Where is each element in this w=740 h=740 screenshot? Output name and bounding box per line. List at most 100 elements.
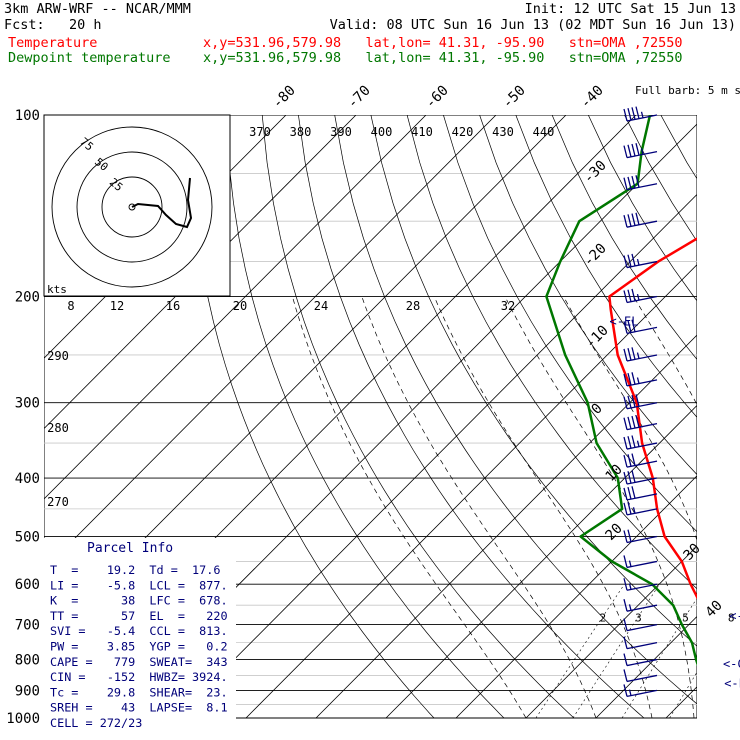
mixing-ratio-line bbox=[572, 584, 660, 719]
isotherm-row-label: 8 bbox=[67, 299, 74, 313]
wind-barb bbox=[623, 599, 658, 612]
hodograph-trace bbox=[131, 177, 193, 229]
isotherm-label: -50 bbox=[500, 83, 529, 112]
isotherm-label: -70 bbox=[345, 83, 374, 112]
moist-adiabat bbox=[361, 296, 597, 719]
wind-barb bbox=[623, 175, 658, 191]
temperature-legend: Temperature bbox=[8, 35, 98, 51]
dry-adiabat bbox=[334, 115, 697, 705]
wind-barb bbox=[623, 453, 658, 468]
dry-adiabat bbox=[515, 115, 697, 418]
parcel-info-panel: Parcel Info T = 19.2 Td = 17.6LI = -5.8 L… bbox=[44, 538, 236, 730]
mixing-ratio-line bbox=[669, 671, 697, 719]
dry-adiabat bbox=[551, 115, 697, 361]
isotherm-row-label: 28 bbox=[406, 299, 420, 313]
isotherm bbox=[175, 193, 697, 719]
dry-adiabat bbox=[370, 115, 697, 647]
isotherm-label: 20 bbox=[603, 521, 626, 544]
valid-time: Valid: 08 UTC Sun 16 Jun 13 (02 MDT Sun … bbox=[329, 17, 736, 33]
dry-adiabat bbox=[696, 115, 697, 116]
isotherm-row-label: 24 bbox=[314, 299, 328, 313]
dry-adiabat bbox=[225, 115, 505, 719]
isotherm-row-label: 20 bbox=[233, 299, 247, 313]
wind-barb bbox=[623, 669, 658, 683]
isotherm bbox=[455, 475, 697, 719]
dry-adiabat bbox=[733, 115, 740, 718]
pressure-label: 100 bbox=[15, 108, 40, 124]
dry-adiabat bbox=[660, 115, 697, 180]
isotherm bbox=[315, 334, 697, 719]
isotherm-label: -20 bbox=[581, 241, 610, 270]
wind-barb bbox=[623, 106, 658, 122]
wind-barb-scale: Full barb: 5 m s⁻¹ bbox=[635, 84, 740, 97]
mixing-ratio-label: 5 bbox=[682, 612, 689, 625]
parcel-info-title: Parcel Info bbox=[87, 541, 173, 556]
wind-barb bbox=[623, 143, 658, 159]
hodograph-ring bbox=[101, 176, 163, 238]
isotherm bbox=[525, 545, 697, 719]
pressure-label: 500 bbox=[15, 529, 40, 545]
parcel-info-row: PW = 3.85 YGP = 0.2 bbox=[50, 640, 228, 654]
isotherm bbox=[385, 404, 697, 719]
theta-label: 370 bbox=[249, 125, 271, 139]
pressure-label: 300 bbox=[15, 396, 40, 412]
theta-label: 400 bbox=[371, 125, 393, 139]
isotherm-label: 30 bbox=[681, 541, 704, 564]
hodograph-ring bbox=[51, 126, 213, 288]
moist-adiabat bbox=[716, 297, 740, 719]
dewpoint-trace bbox=[545, 115, 697, 667]
theta-label: 280 bbox=[47, 421, 69, 435]
temperature-location: x,y=531.96,579.98 lat,lon= 41.31, -95.90… bbox=[203, 35, 683, 51]
mixing-ratio-label: 2 bbox=[599, 612, 606, 625]
theta-label: 380 bbox=[290, 125, 312, 139]
moist-adiabat bbox=[433, 296, 653, 719]
isotherm bbox=[245, 264, 697, 719]
isotherm-row-label: 12 bbox=[110, 299, 124, 313]
parcel-info-row: CAPE = 779 SWEAT= 343 bbox=[50, 655, 228, 669]
pressure-label: 900 bbox=[15, 683, 40, 699]
isotherm bbox=[44, 115, 357, 430]
parcel-info-row: Tc = 29.8 SHEAR= 23. bbox=[50, 685, 228, 699]
wind-barb bbox=[623, 470, 658, 485]
wind-barb bbox=[623, 212, 658, 228]
hodograph-unit: kts bbox=[47, 283, 67, 296]
dry-adiabat bbox=[406, 115, 697, 590]
isotherm-row-label: 16 bbox=[166, 299, 180, 313]
theta-label: 270 bbox=[47, 495, 69, 509]
dry-adiabat bbox=[587, 115, 697, 302]
parcel-info-row: TT = 57 EL = 220 bbox=[50, 609, 228, 623]
dry-adiabat bbox=[189, 115, 435, 719]
temperature-trace bbox=[608, 237, 697, 600]
wind-barb bbox=[623, 372, 658, 387]
theta-label: 410 bbox=[411, 125, 433, 139]
wind-barb bbox=[623, 319, 658, 335]
parcel-info-row: K = 38 LFC = 678. bbox=[50, 594, 228, 608]
isotherm bbox=[665, 686, 697, 719]
parcel-info-row: SVI = -5.4 CCL = 813. bbox=[50, 624, 228, 638]
isotherm bbox=[44, 115, 427, 500]
dry-adiabat bbox=[298, 115, 645, 719]
wind-barb bbox=[623, 618, 658, 632]
hodograph-ring-label: 50 bbox=[92, 155, 111, 173]
forecast-hour: Fcst: 20 h bbox=[4, 17, 102, 33]
parcel-info-row: T = 19.2 Td = 17.6 bbox=[50, 563, 220, 577]
wind-barb bbox=[623, 347, 658, 362]
moist-adiabat bbox=[504, 296, 695, 719]
pressure-label: 400 bbox=[15, 471, 40, 487]
moist-adiabat bbox=[563, 296, 697, 542]
pressure-label: 800 bbox=[15, 653, 40, 669]
wind-barb bbox=[623, 653, 658, 667]
pressure-label: 200 bbox=[15, 290, 40, 306]
theta-label: 420 bbox=[452, 125, 474, 139]
wind-barb bbox=[623, 578, 658, 591]
isotherm-label: -60 bbox=[423, 83, 452, 112]
parcel-info-row: SREH = 43 LAPSE= 8.1 bbox=[50, 701, 228, 715]
mixing-ratio-line bbox=[535, 584, 625, 719]
isotherm-label: -30 bbox=[581, 158, 610, 187]
wind-barb bbox=[623, 415, 658, 431]
wind-barb bbox=[623, 435, 658, 450]
isotherm bbox=[595, 615, 697, 719]
parcel-info-row: CELL = 272/23 bbox=[50, 716, 142, 730]
